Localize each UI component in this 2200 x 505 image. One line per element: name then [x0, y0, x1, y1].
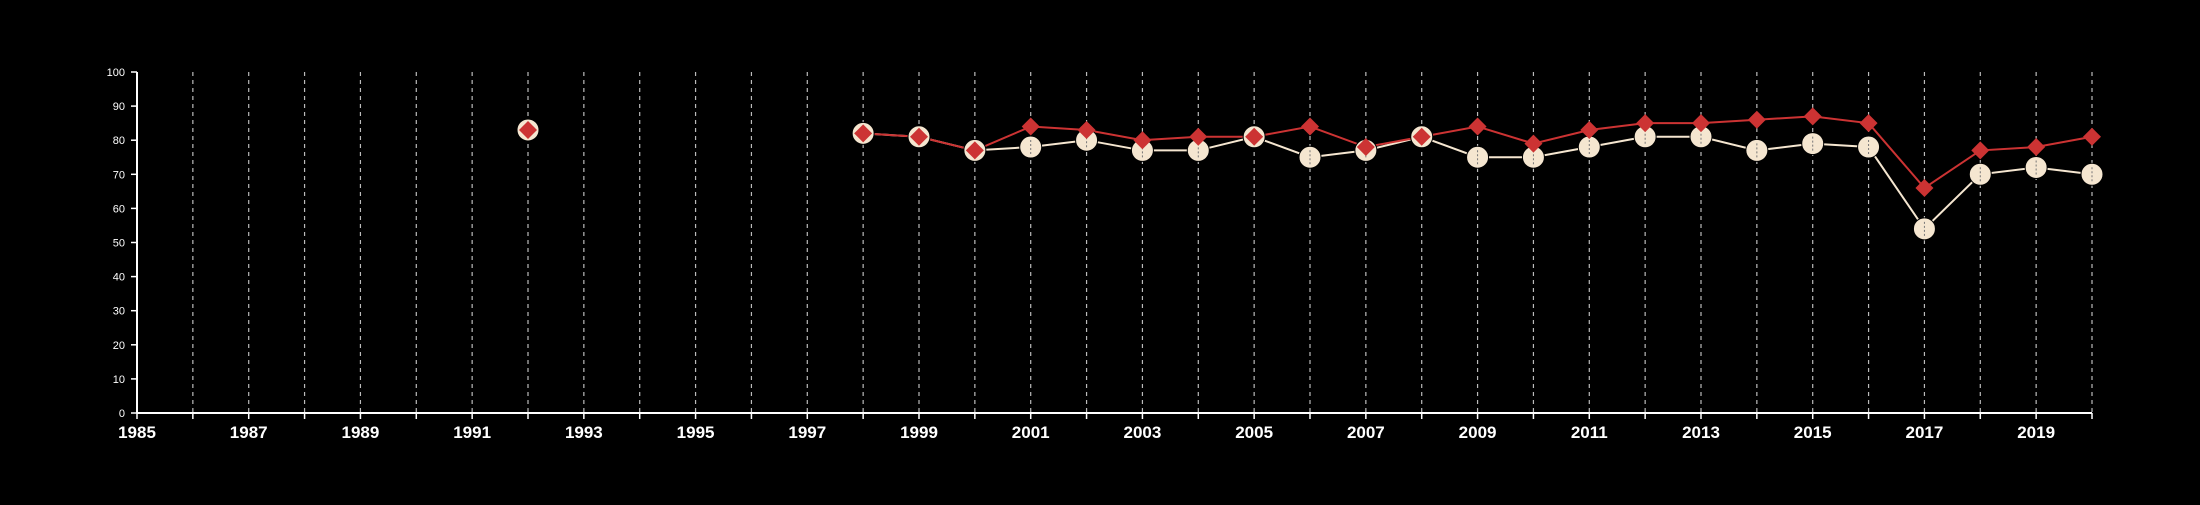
x-tick-label: 2011 — [1571, 423, 1608, 442]
y-tick-label: 70 — [113, 169, 125, 181]
diamond-marker — [1971, 141, 1990, 160]
x-tick-label: 1987 — [230, 423, 268, 442]
y-tick-label: 20 — [113, 340, 125, 352]
grid-lines — [192, 72, 2093, 413]
diamond-marker — [1189, 127, 1208, 146]
x-tick-label: 1991 — [453, 423, 491, 442]
diamond-marker — [1245, 127, 1264, 146]
circle-marker-shape — [1577, 135, 1601, 159]
diamond-marker — [1301, 117, 1319, 136]
circle-marker — [1912, 217, 1936, 241]
diamond-marker — [965, 141, 984, 160]
y-tick-label: 90 — [113, 101, 125, 113]
diamond-marker — [1524, 134, 1543, 153]
diamond-marker — [1580, 120, 1599, 139]
y-tick-label: 80 — [113, 135, 125, 147]
y-tick-label: 100 — [107, 67, 125, 79]
circle-marker — [1968, 162, 1992, 186]
axes: 0 10 20 30 40 50 60 70 80 90 100 1985 1987 1989 1991 19… — [107, 67, 2093, 442]
x-tick-label: 2009 — [1459, 423, 1497, 442]
diamond-marker — [1915, 178, 1934, 197]
x-tick-label: 1995 — [677, 423, 715, 442]
diamond-marker — [1077, 120, 1096, 139]
x-tick-label: 2001 — [1012, 423, 1050, 442]
diamond-marker — [2083, 127, 2101, 146]
circle-marker-shape — [1912, 217, 1936, 241]
circle-marker-shape — [1968, 162, 1992, 186]
diamond-marker — [1412, 127, 1431, 146]
diamond-marker — [1133, 131, 1152, 150]
diamond-marker — [1859, 114, 1878, 133]
circle-marker-shape — [1801, 132, 1825, 156]
y-tick-label: 50 — [113, 238, 125, 250]
circle-marker-shape — [1298, 145, 1322, 169]
x-tick-label: 2015 — [1794, 423, 1832, 442]
circle-marker — [1745, 138, 1769, 162]
diamond-marker — [1021, 117, 1040, 136]
circle-marker-shape — [2024, 155, 2048, 179]
series — [516, 107, 2104, 241]
x-tick-label: 2017 — [1906, 423, 1944, 442]
diamond-marker — [854, 124, 873, 143]
diamond-marker — [1692, 114, 1710, 133]
y-tick-label: 60 — [113, 203, 125, 215]
y-tick-label: 10 — [113, 374, 125, 386]
diamond-marker — [1468, 117, 1487, 136]
diamond-marker — [2027, 138, 2046, 157]
y-tick-label: 40 — [113, 272, 125, 284]
x-tick-label: 1999 — [900, 423, 938, 442]
diamond-marker — [1803, 107, 1822, 126]
circle-marker-shape — [1466, 145, 1490, 169]
circle-marker — [1801, 132, 1825, 156]
x-tick-label: 1993 — [565, 423, 603, 442]
x-tick-label: 2007 — [1347, 423, 1385, 442]
x-tick-label: 1985 — [118, 423, 156, 442]
x-tick-label: 1997 — [788, 423, 826, 442]
circle-marker-shape — [1019, 135, 1043, 159]
circle-marker — [2024, 155, 2048, 179]
circle-marker-shape — [1745, 138, 1769, 162]
circle-marker — [1466, 145, 1490, 169]
diamond-marker — [910, 127, 928, 146]
circle-marker — [1298, 145, 1322, 169]
x-tick-label: 2003 — [1124, 423, 1162, 442]
x-tick-label: 2019 — [2017, 423, 2055, 442]
diamond-marker — [519, 120, 537, 139]
circle-marker — [1019, 135, 1043, 159]
circle-marker-shape — [2080, 162, 2104, 186]
y-tick-label: 30 — [113, 306, 125, 318]
circle-marker-shape — [1857, 135, 1881, 159]
diamond-marker — [1747, 110, 1766, 129]
x-tick-label: 2013 — [1682, 423, 1720, 442]
circle-marker — [1857, 135, 1881, 159]
diamond-marker — [1636, 114, 1655, 133]
circle-marker — [1577, 135, 1601, 159]
diamond-marker — [1356, 138, 1375, 157]
x-tick-label: 2005 — [1235, 423, 1273, 442]
y-tick-label: 0 — [119, 408, 125, 420]
circle-marker — [2080, 162, 2104, 186]
x-tick-label: 1989 — [342, 423, 380, 442]
